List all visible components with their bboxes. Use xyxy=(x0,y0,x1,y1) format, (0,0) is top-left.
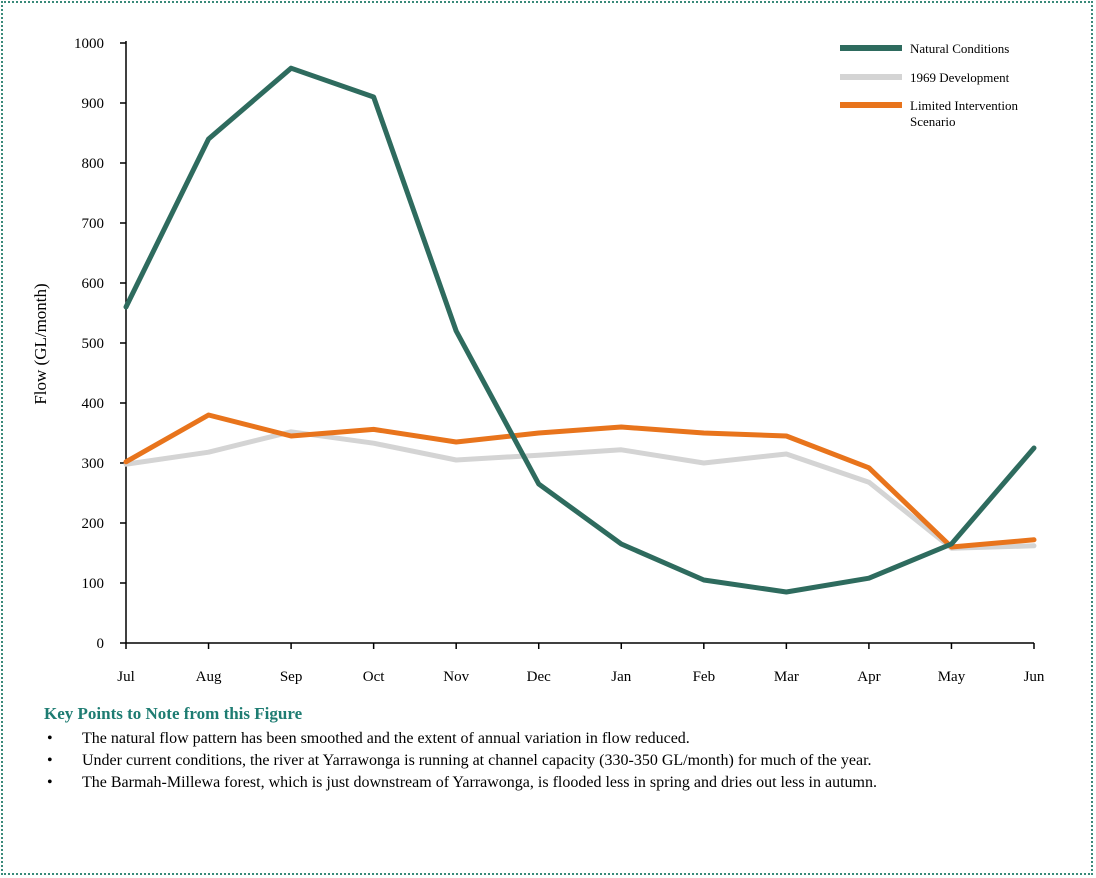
series-line xyxy=(123,429,1037,551)
legend-label: 1969 Development xyxy=(910,70,1010,85)
chart-lines xyxy=(123,65,1037,595)
key-point-text: Under current conditions, the river at Y… xyxy=(82,752,872,769)
y-tick-label: 200 xyxy=(82,516,105,532)
bullet-icon: • xyxy=(47,752,53,769)
x-tick-label: Jul xyxy=(117,669,135,685)
key-point-item: • The natural flow pattern has been smoo… xyxy=(44,728,1074,749)
key-points-title: Key Points to Note from this Figure xyxy=(44,704,303,723)
y-tick-label: 300 xyxy=(82,456,105,472)
bullet-icon: • xyxy=(47,730,53,747)
y-tick-label: 1000 xyxy=(74,36,104,52)
x-tick-label: Dec xyxy=(527,669,551,685)
key-point-item: • The Barmah-Millewa forest, which is ju… xyxy=(44,772,1074,793)
x-tick-label: Oct xyxy=(363,669,385,685)
x-tick-label: May xyxy=(938,669,966,685)
x-tick-label: Sep xyxy=(280,669,303,685)
y-tick-label: 600 xyxy=(82,276,105,292)
y-axis-label: Flow (GL/month) xyxy=(31,283,50,404)
key-point-text: The Barmah-Millewa forest, which is just… xyxy=(82,774,877,791)
x-tick-label: Jun xyxy=(1024,669,1045,685)
x-tick-label: Feb xyxy=(693,669,716,685)
x-tick-label: Jan xyxy=(611,669,631,685)
y-tick-label: 900 xyxy=(82,96,105,112)
y-tick-label: 0 xyxy=(97,636,105,652)
key-point-item: • Under current conditions, the river at… xyxy=(44,750,1074,771)
y-tick-label: 500 xyxy=(82,336,105,352)
x-tick-label: Apr xyxy=(857,669,880,685)
x-tick-label: Aug xyxy=(196,669,222,685)
y-tick-label: 800 xyxy=(82,156,105,172)
x-tick-label: Mar xyxy=(774,669,799,685)
legend-label: Limited Intervention Scenario xyxy=(910,98,1018,129)
key-points-section: Key Points to Note from this Figure • Th… xyxy=(44,704,1074,794)
y-tick-label: 700 xyxy=(82,216,105,232)
y-tick-label: 400 xyxy=(82,396,105,412)
chart-axes: 0 100 200 300 400 500 600 700 800 900 1000 Jul Aug Se… xyxy=(74,36,1045,685)
y-tick-label: 100 xyxy=(82,576,105,592)
x-tick-label: Nov xyxy=(443,669,469,685)
bullet-icon: • xyxy=(47,774,53,791)
legend-label: Natural Conditions xyxy=(910,41,1009,56)
series-line xyxy=(123,65,1037,595)
series-line xyxy=(123,412,1037,550)
chart-legend: Natural Conditions 1969 Development Limite… xyxy=(840,41,1018,129)
flow-chart: 0 100 200 300 400 500 600 700 800 900 1000 Jul Aug Se… xyxy=(31,36,1045,685)
key-point-text: The natural flow pattern has been smooth… xyxy=(82,730,690,747)
